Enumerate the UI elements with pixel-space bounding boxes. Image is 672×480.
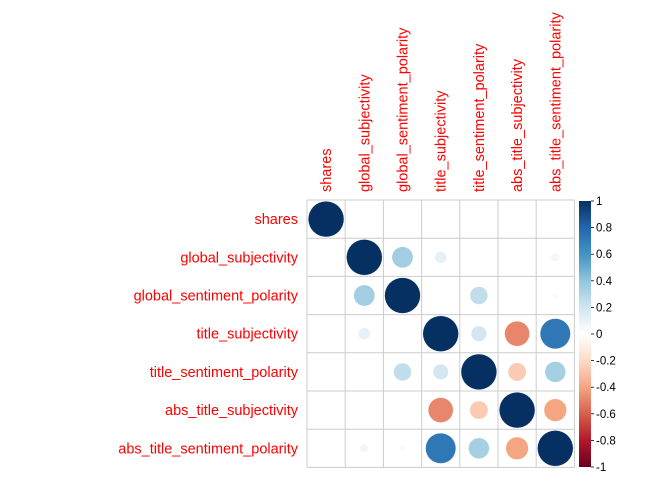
correlation-circle xyxy=(515,217,520,222)
correlation-circle xyxy=(399,444,406,452)
correlation-circle xyxy=(469,400,489,420)
column-label: global_sentiment_polarity xyxy=(396,27,412,192)
correlation-circle xyxy=(308,201,345,238)
row-label: title_sentiment_polarity xyxy=(150,365,299,381)
correlation-circle xyxy=(460,353,497,390)
correlation-circle xyxy=(425,432,457,464)
correlation-circle xyxy=(537,430,574,467)
correlation-circle xyxy=(362,217,367,222)
correlation-circle xyxy=(362,408,367,413)
legend-tick-label: 0.8 xyxy=(596,223,612,235)
legend-tick-label: 1 xyxy=(596,196,602,208)
column-label: shares xyxy=(319,148,335,192)
correlation-circle xyxy=(359,443,369,453)
color-legend: 1 0.8 0.6 0.4 0.2 0 -0.2 -0.4 -0.6 -0.8 -1 xyxy=(579,196,616,474)
correlation-circle xyxy=(324,255,329,260)
column-label: title_sentiment_polarity xyxy=(472,43,488,192)
legend-tick-label: 0.4 xyxy=(596,276,613,288)
correlation-circle xyxy=(469,286,489,305)
row-label: global_sentiment_polarity xyxy=(134,289,299,305)
correlation-circle xyxy=(505,436,529,460)
correlation-circle xyxy=(422,315,459,352)
column-label: abs_title_sentiment_polarity xyxy=(548,12,564,192)
column-label: global_subjectivity xyxy=(357,74,373,192)
row-label: abs_title_sentiment_polarity xyxy=(118,441,298,457)
row-label: abs_title_subjectivity xyxy=(165,403,299,419)
column-label: title_subjectivity xyxy=(434,90,450,192)
correlation-circle xyxy=(470,325,487,342)
correlation-circle xyxy=(553,217,558,222)
legend-tick-label: 0 xyxy=(596,329,602,341)
correlation-circle xyxy=(543,398,567,422)
correlation-circle xyxy=(384,277,421,314)
legend-tick-label: -0.8 xyxy=(596,435,616,447)
correlation-circle xyxy=(358,327,371,340)
column-labels: shares global_subjectivity global_sentimen… xyxy=(319,12,564,192)
correlation-circle xyxy=(393,362,412,382)
correlation-circle xyxy=(550,252,560,262)
row-label: title_subjectivity xyxy=(196,327,298,343)
correlation-circle xyxy=(498,392,536,429)
correlation-circle xyxy=(551,292,559,299)
legend-tick-label: -0.4 xyxy=(596,382,616,394)
legend-tick-label: -1 xyxy=(596,462,606,474)
row-labels: shares global_subjectivity global_sentimen… xyxy=(118,212,298,457)
legend-tick-label: -0.6 xyxy=(596,409,616,421)
correlation-circle xyxy=(346,239,383,276)
legend-tick-label: -0.2 xyxy=(596,356,616,368)
correlation-circle xyxy=(544,361,566,383)
grid xyxy=(306,199,575,468)
correlation-circle xyxy=(391,246,414,269)
correlation-circle xyxy=(515,255,520,260)
correlation-circle xyxy=(353,284,376,307)
legend-color-bar xyxy=(579,201,591,467)
correlation-circle xyxy=(324,408,329,413)
correlation-circle xyxy=(468,437,490,459)
correlation-circles xyxy=(308,201,574,467)
correlation-circle xyxy=(432,363,449,380)
legend-tick-label: 0.2 xyxy=(596,302,612,314)
correlation-circle xyxy=(324,446,329,451)
column-label: abs_title_subjectivity xyxy=(510,58,526,192)
correlation-circle xyxy=(504,320,530,347)
legend-tick-label: 0.6 xyxy=(596,249,612,261)
correlation-circle xyxy=(507,362,527,382)
correlation-circle xyxy=(434,251,447,264)
correlation-circle xyxy=(427,397,454,423)
correlation-circle xyxy=(539,318,571,350)
row-label: shares xyxy=(254,212,298,228)
row-label: global_subjectivity xyxy=(180,250,298,266)
